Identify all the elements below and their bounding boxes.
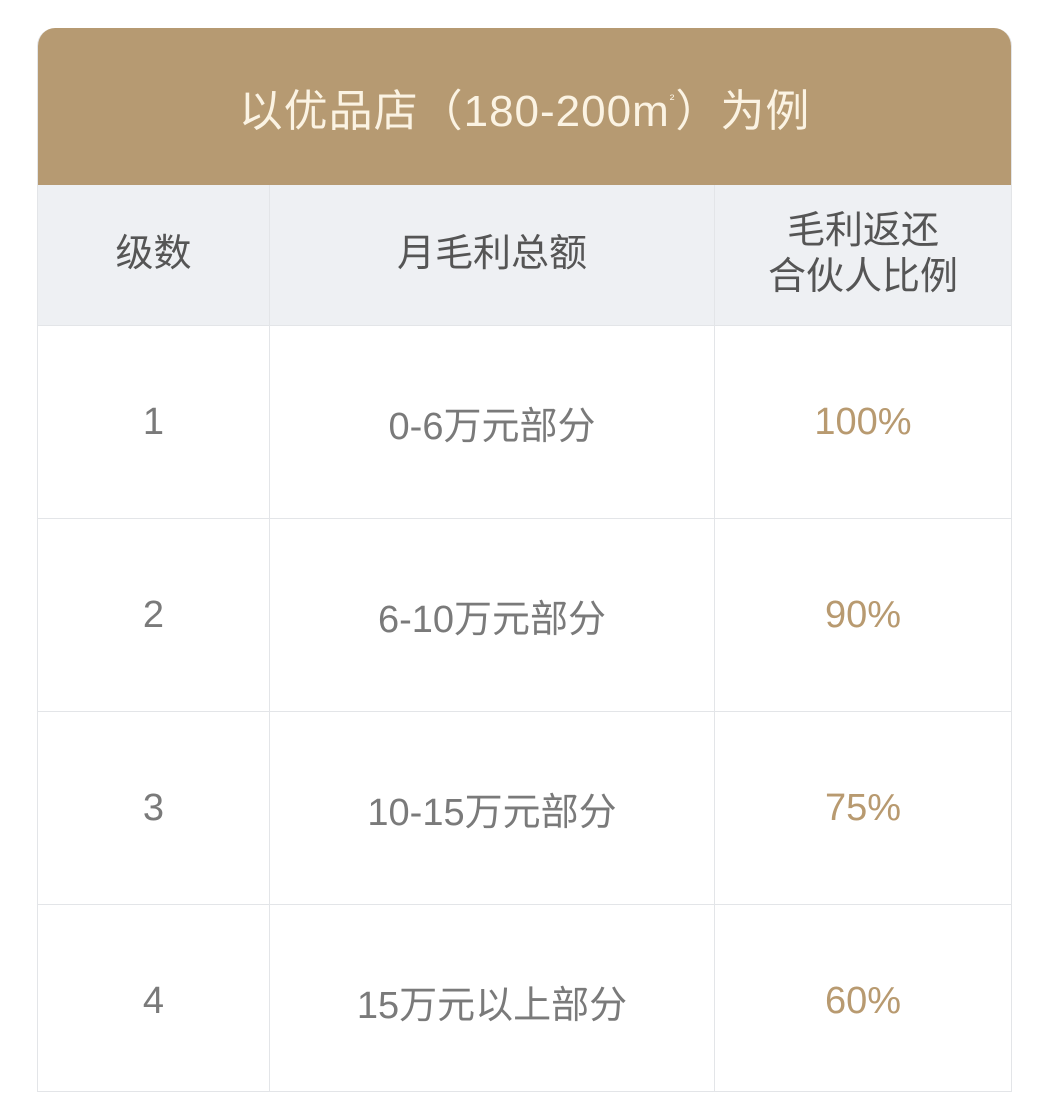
header-rebate-ratio-line1: 毛利返还 bbox=[786, 210, 939, 253]
range-cell: 10-15万元部分 bbox=[269, 711, 715, 905]
table-row: 3 10-15万元部分 75% bbox=[38, 711, 1011, 905]
ratio-cell: 75% bbox=[714, 711, 1011, 905]
ratio-cell: 60% bbox=[714, 904, 1011, 1091]
header-rebate-ratio: 毛利返还 合伙人比例 bbox=[714, 185, 1011, 326]
title-text: 以优品店（180-200m bbox=[238, 86, 670, 136]
level-cell: 2 bbox=[38, 518, 270, 712]
header-row: 级数 月毛利总额 毛利返还 合伙人比例 bbox=[38, 185, 1011, 326]
title-suffix: ）为例 bbox=[675, 86, 811, 136]
table-title: 以优品店（180-200m ² ）为例 bbox=[38, 28, 1011, 185]
range-cell: 15万元以上部分 bbox=[269, 904, 715, 1091]
rebate-table: 级数 月毛利总额 毛利返还 合伙人比例 1 0-6万元部分 100% 2 6-1… bbox=[38, 185, 1011, 1091]
title-superscript: ² bbox=[669, 90, 676, 107]
ratio-cell: 90% bbox=[714, 518, 1011, 712]
header-level: 级数 bbox=[38, 185, 270, 326]
header-rebate-ratio-line2: 合伙人比例 bbox=[767, 256, 958, 298]
level-cell: 1 bbox=[38, 325, 270, 519]
level-cell: 4 bbox=[38, 904, 270, 1091]
table-row: 1 0-6万元部分 100% bbox=[38, 325, 1011, 519]
header-monthly-gross-profit: 月毛利总额 bbox=[269, 185, 715, 326]
table-row: 2 6-10万元部分 90% bbox=[38, 518, 1011, 712]
ratio-cell: 100% bbox=[714, 325, 1011, 519]
rebate-table-card: 以优品店（180-200m ² ）为例 级数 月毛利总额 毛利返还 合伙人比例 1 … bbox=[37, 28, 1012, 1092]
table-row: 4 15万元以上部分 60% bbox=[38, 904, 1011, 1091]
range-cell: 6-10万元部分 bbox=[269, 518, 715, 712]
level-cell: 3 bbox=[38, 711, 270, 905]
range-cell: 0-6万元部分 bbox=[269, 325, 715, 519]
